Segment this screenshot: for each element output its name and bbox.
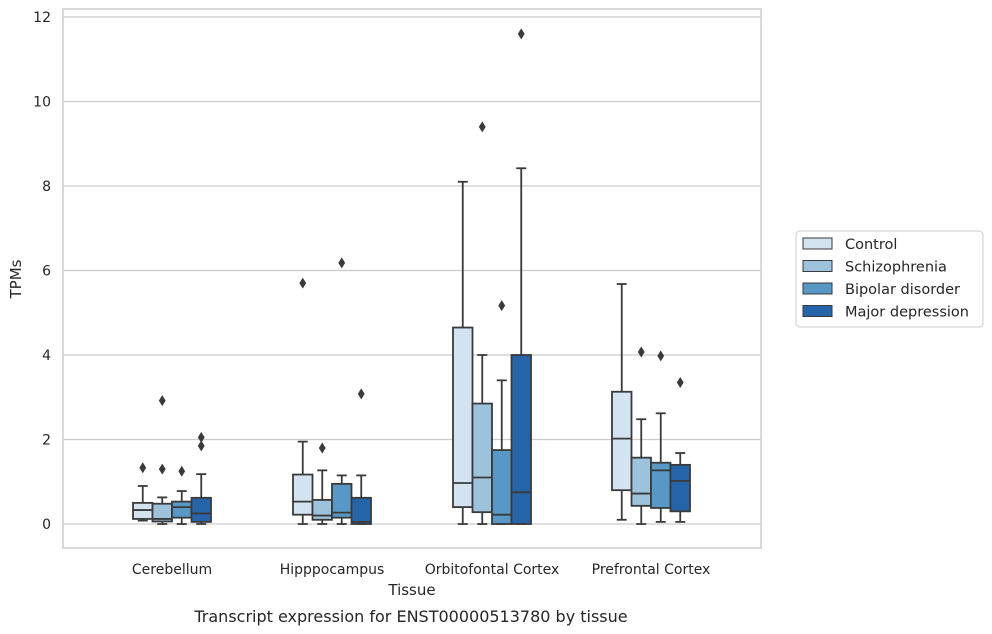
box-iqr bbox=[471, 402, 493, 514]
outlier-point bbox=[657, 350, 665, 362]
box-iqr bbox=[510, 354, 532, 525]
y-tick-label: 2 bbox=[42, 433, 51, 449]
y-tick-label: 8 bbox=[42, 179, 51, 195]
plot-frame bbox=[62, 8, 762, 549]
box-iqr bbox=[350, 496, 372, 525]
box-major-depression bbox=[669, 376, 691, 523]
legend-item: Bipolar disorder bbox=[802, 282, 960, 298]
outlier-point bbox=[318, 442, 326, 454]
y-tick-label: 4 bbox=[42, 348, 51, 364]
box-major-depression bbox=[510, 28, 532, 525]
outlier-point bbox=[197, 431, 205, 443]
box-series bbox=[132, 28, 691, 525]
box-iqr bbox=[292, 473, 314, 516]
box-iqr bbox=[611, 390, 633, 492]
box-bipolar-disorder bbox=[331, 257, 353, 525]
outlier-point bbox=[158, 463, 166, 475]
legend-swatch bbox=[802, 237, 833, 250]
box-iqr bbox=[452, 326, 474, 509]
box-iqr bbox=[630, 456, 652, 507]
box-bipolar-disorder bbox=[491, 300, 513, 525]
legend-item: Schizophrenia bbox=[802, 260, 947, 276]
legend-swatch bbox=[802, 305, 833, 317]
outlier-point bbox=[158, 395, 166, 407]
box-control bbox=[611, 283, 633, 521]
legend-item: Major depression bbox=[802, 305, 969, 321]
outlier-point bbox=[637, 346, 645, 358]
legend-swatch bbox=[802, 260, 833, 272]
y-ticks: 0 2 4 6 8 10 12 bbox=[33, 10, 51, 533]
box-iqr bbox=[171, 500, 193, 519]
box-control bbox=[292, 277, 314, 525]
legend-label: Schizophrenia bbox=[845, 260, 947, 276]
box-schizophrenia bbox=[311, 442, 333, 525]
y-tick-label: 0 bbox=[42, 517, 51, 533]
outlier-point bbox=[299, 277, 307, 289]
legend-label: Bipolar disorder bbox=[845, 282, 960, 298]
box-control bbox=[452, 180, 474, 525]
legend-frame bbox=[795, 230, 984, 328]
legend-label: Major depression bbox=[845, 305, 969, 321]
outlier-point bbox=[498, 300, 506, 312]
x-tick-label: Prefrontal Cortex bbox=[592, 562, 711, 578]
outlier-point bbox=[178, 465, 186, 477]
outlier-point bbox=[357, 388, 365, 400]
box-major-depression bbox=[350, 388, 372, 525]
y-axis-title: TPMs bbox=[7, 259, 25, 299]
outlier-point bbox=[478, 121, 486, 133]
x-tick-label: Hipppocampus bbox=[280, 562, 385, 578]
chart-caption: Transcript expression for ENST0000051378… bbox=[193, 607, 627, 626]
box-bipolar-disorder bbox=[171, 465, 193, 525]
box-iqr bbox=[190, 496, 212, 523]
box-schizophrenia bbox=[471, 121, 493, 525]
legend-label: Control bbox=[845, 237, 897, 253]
x-tick-label: Orbitofontal Cortex bbox=[425, 562, 560, 578]
box-iqr bbox=[491, 449, 513, 525]
box-schizophrenia bbox=[151, 395, 173, 525]
y-tick-label: 12 bbox=[33, 10, 51, 26]
x-ticks: Cerebellum Hipppocampus Orbitofontal Corte… bbox=[132, 562, 710, 578]
outlier-point bbox=[338, 257, 346, 269]
y-tick-label: 10 bbox=[33, 95, 51, 111]
box-iqr bbox=[311, 499, 333, 521]
outlier-point bbox=[676, 376, 684, 388]
box-schizophrenia bbox=[630, 346, 652, 525]
legend-swatch bbox=[802, 282, 833, 295]
outlier-point bbox=[197, 440, 205, 452]
legend: Control Schizophrenia Bipolar disorder Majo… bbox=[795, 230, 984, 328]
box-bipolar-disorder bbox=[650, 350, 672, 523]
legend-item: Control bbox=[802, 237, 897, 253]
x-axis-title: Tissue bbox=[387, 581, 435, 599]
y-tick-label: 6 bbox=[42, 264, 51, 280]
box-control bbox=[132, 462, 154, 522]
gridlines bbox=[63, 16, 761, 525]
box-iqr bbox=[669, 463, 691, 513]
box-major-depression bbox=[190, 431, 212, 525]
outlier-point bbox=[139, 462, 147, 474]
outlier-point bbox=[517, 28, 525, 40]
x-tick-label: Cerebellum bbox=[132, 562, 212, 578]
